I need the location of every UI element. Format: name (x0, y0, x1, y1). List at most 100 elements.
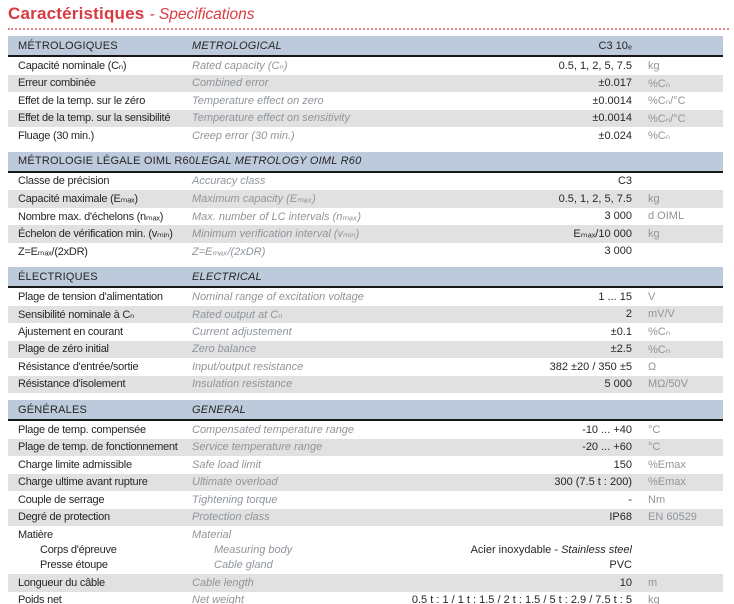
spec-label-en: Net weight (192, 594, 244, 604)
spec-unit: V (648, 290, 656, 303)
page-title: Caractéristiques - Specifications (8, 3, 729, 30)
spec-value: Acier inoxydable - Stainless steel (470, 543, 632, 556)
spec-value: ±0.0014 (592, 112, 632, 125)
spec-label-fr: Capacité maximale (Eₘₐₓ) (18, 193, 138, 206)
section-value: C3 10ₑ (598, 39, 632, 52)
spec-unit: Ω (648, 360, 657, 373)
spec-unit: kg (648, 594, 660, 604)
spec-table: MÉTROLOGIQUES METROLOGICAL C3 10ₑ Capacité … (8, 36, 723, 604)
spec-label-en: Z=Eₘₐₓ/(2xDR) (192, 245, 266, 258)
spec-section-legal-metrology-oiml-r60: MÉTROLOGIE LÉGALE OIML R60 LEGAL METROLOG… (8, 151, 723, 261)
section-header: MÉTROLOGIE LÉGALE OIML R60 LEGAL METROLOG… (8, 151, 723, 173)
spec-label-en: Tightening torque (192, 493, 278, 506)
spec-row: Erreur combinée Combined error ±0.017 %Cₙ (8, 74, 723, 92)
spec-row: Plage de zéro initial Zero balance ±2.5 %Cₙ (8, 340, 723, 358)
spec-value: 5 000 (604, 378, 632, 391)
section-header: GÉNÉRALES GENERAL (8, 400, 723, 421)
title-text-fr: Caractéristiques (8, 4, 145, 23)
spec-label-fr: Plage de temp. compensée (18, 423, 146, 436)
spec-value-italic: Stainless steel (561, 543, 632, 556)
spec-value: 0.5 t : 1 / 1 t : 1.5 / 2 t : 1.5 / 5 t … (411, 594, 632, 604)
spec-subrow: Presse étoupe Cable gland PVC (8, 557, 723, 572)
spec-unit: %Cₙ/°C (648, 112, 686, 125)
spec-unit: m (648, 576, 658, 589)
spec-row: Charge ultime avant rupture Ultimate over… (8, 473, 723, 491)
spec-label-fr: Charge ultime avant rupture (18, 476, 148, 489)
spec-label-en: Safe load limit (192, 458, 262, 471)
spec-label-fr: Résistance d'isolement (18, 378, 126, 391)
spec-label-en: Accuracy class (192, 175, 266, 188)
spec-label-fr: Plage de temp. de fonctionnement (18, 441, 178, 454)
spec-label-en: Material (192, 528, 232, 541)
spec-label-en: Insulation resistance (192, 378, 293, 391)
spec-label-fr: Couple de serrage (18, 493, 105, 506)
spec-label-fr: Ajustement en courant (18, 325, 123, 338)
spec-unit: Nm (648, 493, 666, 506)
section-title-en: ELECTRICAL (192, 270, 262, 283)
spec-label-en: Protection class (192, 511, 270, 524)
spec-label-fr: Capacité nominale (Cₙ) (18, 60, 127, 73)
spec-value: PVC (609, 558, 632, 571)
spec-unit: %Cₙ (648, 343, 671, 356)
spec-unit: °C (648, 423, 661, 436)
spec-value: 3 000 (604, 210, 632, 223)
spec-row: Charge limite admissible Safe load limit 1… (8, 456, 723, 474)
spec-label-en: Max. number of LC intervals (nₘₐₓ) (192, 210, 362, 223)
spec-row: Sensibilité nominale à Cₙ Rated output at… (8, 305, 723, 323)
section-title-en: GENERAL (192, 403, 246, 416)
spec-label-fr: Sensibilité nominale à Cₙ (18, 308, 135, 321)
spec-row: Degré de protection Protection class IP68 E… (8, 508, 723, 526)
spec-label-fr: Échelon de vérification min. (vₘᵢₙ) (18, 228, 173, 241)
spec-label-fr: Matière (18, 528, 53, 541)
spec-unit: %Cₙ (648, 130, 671, 143)
spec-row: Couple de serrage Tightening torque - Nm (8, 491, 723, 509)
section-title-fr: GÉNÉRALES (18, 403, 88, 416)
spec-value: ±2.5 (610, 343, 632, 356)
spec-sublabel-en: Measuring body (214, 543, 293, 556)
spec-label-fr: Erreur combinée (18, 77, 96, 90)
spec-unit: °C (648, 441, 661, 454)
spec-label-en: Zero balance (192, 343, 257, 356)
spec-row: Matière Material Corps d'épreuve Measuring … (8, 526, 723, 574)
spec-sublabel-fr: Presse étoupe (40, 558, 108, 571)
spec-value: 10 (619, 576, 632, 589)
spec-label-fr: Z=Eₘₐₓ/(2xDR) (18, 245, 88, 258)
spec-row: Échelon de vérification min. (vₘᵢₙ) Minim… (8, 225, 723, 243)
spec-label-fr: Fluage (30 min.) (18, 129, 95, 142)
spec-row: Capacité nominale (Cₙ) Rated capacity (Cₙ… (8, 57, 723, 75)
spec-unit: kg (648, 192, 660, 205)
spec-label-en: Maximum capacity (Eₘₐₓ) (192, 193, 316, 206)
spec-label-fr: Charge limite admissible (18, 458, 132, 471)
spec-label-fr: Plage de tension d'alimentation (18, 290, 163, 303)
spec-label-en: Nominal range of excitation voltage (192, 290, 364, 303)
spec-value: Eₘₐₓ/10 000 (573, 228, 632, 241)
spec-value: 0.5, 1, 2, 5, 7.5 (558, 59, 632, 72)
spec-label-fr: Degré de protection (18, 511, 110, 524)
spec-value: ±0.017 (598, 77, 632, 90)
spec-row: Plage de temp. de fonctionnement Service … (8, 438, 723, 456)
spec-value: - (628, 493, 632, 506)
spec-value: -10 ... +40 (582, 423, 632, 436)
spec-row: Effet de la temp. sur le zéro Temperature… (8, 92, 723, 110)
spec-label-en: Cable length (192, 576, 254, 589)
spec-value: 150 (613, 458, 632, 471)
spec-row: Ajustement en courant Current adjustement… (8, 323, 723, 341)
section-title-fr: ÉLECTRIQUES (18, 270, 98, 283)
spec-section-general: GÉNÉRALES GENERAL Plage de temp. compensée… (8, 400, 723, 604)
spec-label-en: Creep error (30 min.) (192, 129, 295, 142)
spec-unit: %Cₙ (648, 77, 671, 90)
spec-row: Longueur du câble Cable length 10 m (8, 574, 723, 592)
spec-label-fr: Effet de la temp. sur la sensibilité (18, 112, 171, 125)
spec-value: 0.5, 1, 2, 5, 7.5 (558, 192, 632, 205)
spec-row: Nombre max. d'échelons (nₘₐₓ) Max. number… (8, 208, 723, 226)
spec-section-metrological: MÉTROLOGIQUES METROLOGICAL C3 10ₑ Capacité … (8, 36, 723, 145)
section-header: MÉTROLOGIQUES METROLOGICAL C3 10ₑ (8, 36, 723, 57)
spec-label-en: Compensated temperature range (192, 423, 355, 436)
spec-row: Poids net Net weight 0.5 t : 1 / 1 t : 1.5… (8, 592, 723, 604)
spec-value: 3 000 (604, 245, 632, 258)
spec-value: ±0.1 (610, 325, 632, 338)
spec-row: Résistance d'entrée/sortie Input/output r… (8, 358, 723, 376)
spec-unit: EN 60529 (648, 511, 697, 524)
spec-label-en: Temperature effect on zero (192, 94, 324, 107)
